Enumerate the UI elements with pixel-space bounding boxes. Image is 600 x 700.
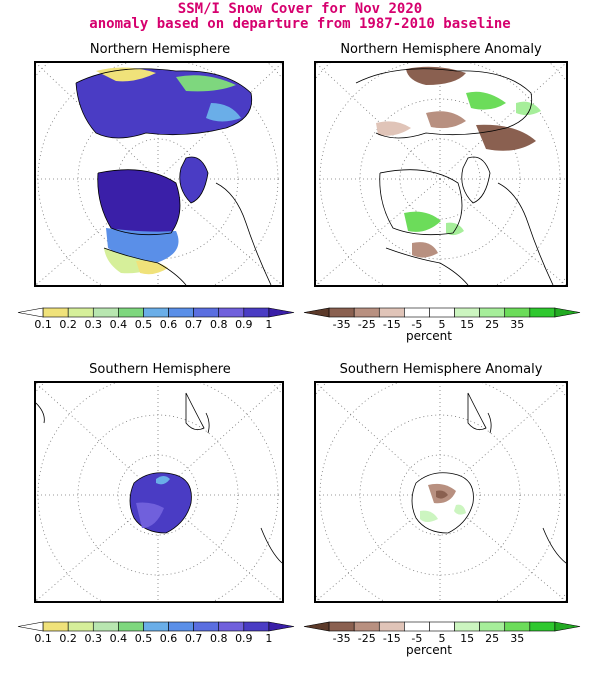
colorbar-tick-label: -35 [333, 318, 351, 331]
nh-cover-colorbar: 0.1 0.2 0.3 0.4 0.5 0.6 0.7 0.8 0.9 1 [17, 307, 295, 331]
colorbar-swatch [479, 621, 506, 632]
colorbar-tick-label: 15 [460, 318, 474, 331]
colorbar-swatch [454, 307, 480, 318]
colorbar-tick-label: 0.2 [59, 632, 77, 645]
colorbar-tick-label: 0.9 [235, 632, 253, 645]
colorbar-swatch [429, 307, 455, 318]
colorbar-tick-label: 0.4 [110, 318, 128, 331]
nh-anomaly-panel-title: Northern Hemisphere Anomaly [340, 42, 542, 57]
colorbar-swatch [143, 307, 169, 318]
colorbar-swatch [243, 621, 270, 632]
nh-anomaly-map [314, 61, 568, 287]
colorbar-tick-label: -5 [411, 318, 422, 331]
colorbar-swatch [218, 621, 245, 632]
colorbar-swatch [218, 307, 245, 318]
colorbar-swatch [118, 621, 144, 632]
colorbar-swatch [118, 307, 144, 318]
colorbar-swatch [17, 621, 44, 632]
nh-snow-cover-map [34, 61, 284, 287]
sh-panel-title: Southern Hemisphere [89, 362, 231, 377]
colorbar-swatch [454, 621, 480, 632]
colorbar-tick-label: 0.5 [135, 318, 153, 331]
colorbar-swatch [92, 621, 119, 632]
colorbar-tick-label: 35 [510, 318, 524, 331]
colorbar-swatch [303, 307, 330, 318]
colorbar-swatch [504, 621, 531, 632]
colorbar-tick-label: 0.7 [185, 632, 203, 645]
nh-anomaly-colorbar: -35 -25 -15 -5 5 15 25 35 [303, 307, 581, 331]
colorbar-tick-label: -25 [358, 632, 376, 645]
colorbar-swatch [67, 621, 94, 632]
colorbar-swatch [529, 307, 556, 318]
colorbar-swatch [353, 621, 380, 632]
colorbar-tick-label: -25 [358, 318, 376, 331]
colorbar-tick-label: 0.3 [85, 632, 103, 645]
colorbar-tick-label: -15 [383, 632, 401, 645]
colorbar-tick-label: 5 [439, 318, 446, 331]
colorbar-tick-label: 5 [439, 632, 446, 645]
colorbar-tick-label: 0.1 [34, 632, 52, 645]
colorbar-swatch [404, 621, 430, 632]
colorbar-swatch [504, 307, 531, 318]
colorbar-swatch [168, 621, 194, 632]
colorbar-swatch [92, 307, 119, 318]
colorbar-tick-label: 0.4 [110, 632, 128, 645]
colorbar-tick-label: 0.1 [34, 318, 52, 331]
colorbar-swatch [378, 621, 405, 632]
colorbar-swatch [193, 621, 220, 632]
nh-panel-title: Northern Hemisphere [89, 42, 231, 57]
sh-cover-colorbar: 0.1 0.2 0.3 0.4 0.5 0.6 0.7 0.8 0.9 1 [17, 621, 295, 645]
sh-anomaly-unit-label: percent [406, 643, 452, 657]
colorbar-tick-label: 15 [460, 632, 474, 645]
colorbar-tick-label: 0.6 [160, 318, 178, 331]
colorbar-swatch [404, 307, 430, 318]
colorbar-tick-label: 0.2 [59, 318, 77, 331]
colorbar-swatch [42, 621, 69, 632]
colorbar-swatch [328, 621, 355, 632]
colorbar-swatch [193, 307, 220, 318]
colorbar-tick-label: 0.5 [135, 632, 153, 645]
colorbar-swatch [268, 307, 295, 318]
colorbar-swatch [303, 621, 330, 632]
colorbar-tick-label: -5 [411, 632, 422, 645]
figure-title: SSM/I Snow Cover for Nov 2020 [177, 1, 423, 17]
colorbar-swatch [143, 621, 169, 632]
colorbar-tick-label: 0.3 [85, 318, 103, 331]
colorbar-swatch [378, 307, 405, 318]
sh-anomaly-colorbar: -35 -25 -15 -5 5 15 25 35 [303, 621, 581, 645]
colorbar-swatch [479, 307, 506, 318]
colorbar-tick-label: -35 [333, 632, 351, 645]
colorbar-swatch [67, 307, 94, 318]
colorbar-tick-label: 1 [265, 318, 272, 331]
colorbar-swatch [429, 621, 455, 632]
nh-anomaly-unit-label: percent [406, 329, 452, 343]
colorbar-tick-label: 0.7 [185, 318, 203, 331]
colorbar-swatch [168, 307, 194, 318]
colorbar-swatch [353, 307, 380, 318]
colorbar-tick-label: 0.8 [210, 318, 228, 331]
colorbar-tick-label: 0.8 [210, 632, 228, 645]
colorbar-tick-label: 35 [510, 632, 524, 645]
colorbar-swatch [243, 307, 270, 318]
colorbar-tick-label: 1 [265, 632, 272, 645]
colorbar-swatch [268, 621, 295, 632]
colorbar-swatch [554, 621, 581, 632]
colorbar-swatch [42, 307, 69, 318]
colorbar-tick-label: 0.9 [235, 318, 253, 331]
sh-anomaly-map [314, 381, 568, 603]
colorbar-tick-label: 25 [485, 632, 499, 645]
colorbar-swatch [328, 307, 355, 318]
colorbar-swatch [17, 307, 44, 318]
colorbar-swatch [554, 307, 581, 318]
colorbar-tick-label: 0.6 [160, 632, 178, 645]
colorbar-swatch [529, 621, 556, 632]
colorbar-tick-label: -15 [383, 318, 401, 331]
sh-anomaly-panel-title: Southern Hemisphere Anomaly [339, 362, 543, 377]
sh-snow-cover-map [34, 381, 284, 603]
figure-subtitle: anomaly based on departure from 1987-201… [89, 16, 511, 32]
colorbar-tick-label: 25 [485, 318, 499, 331]
